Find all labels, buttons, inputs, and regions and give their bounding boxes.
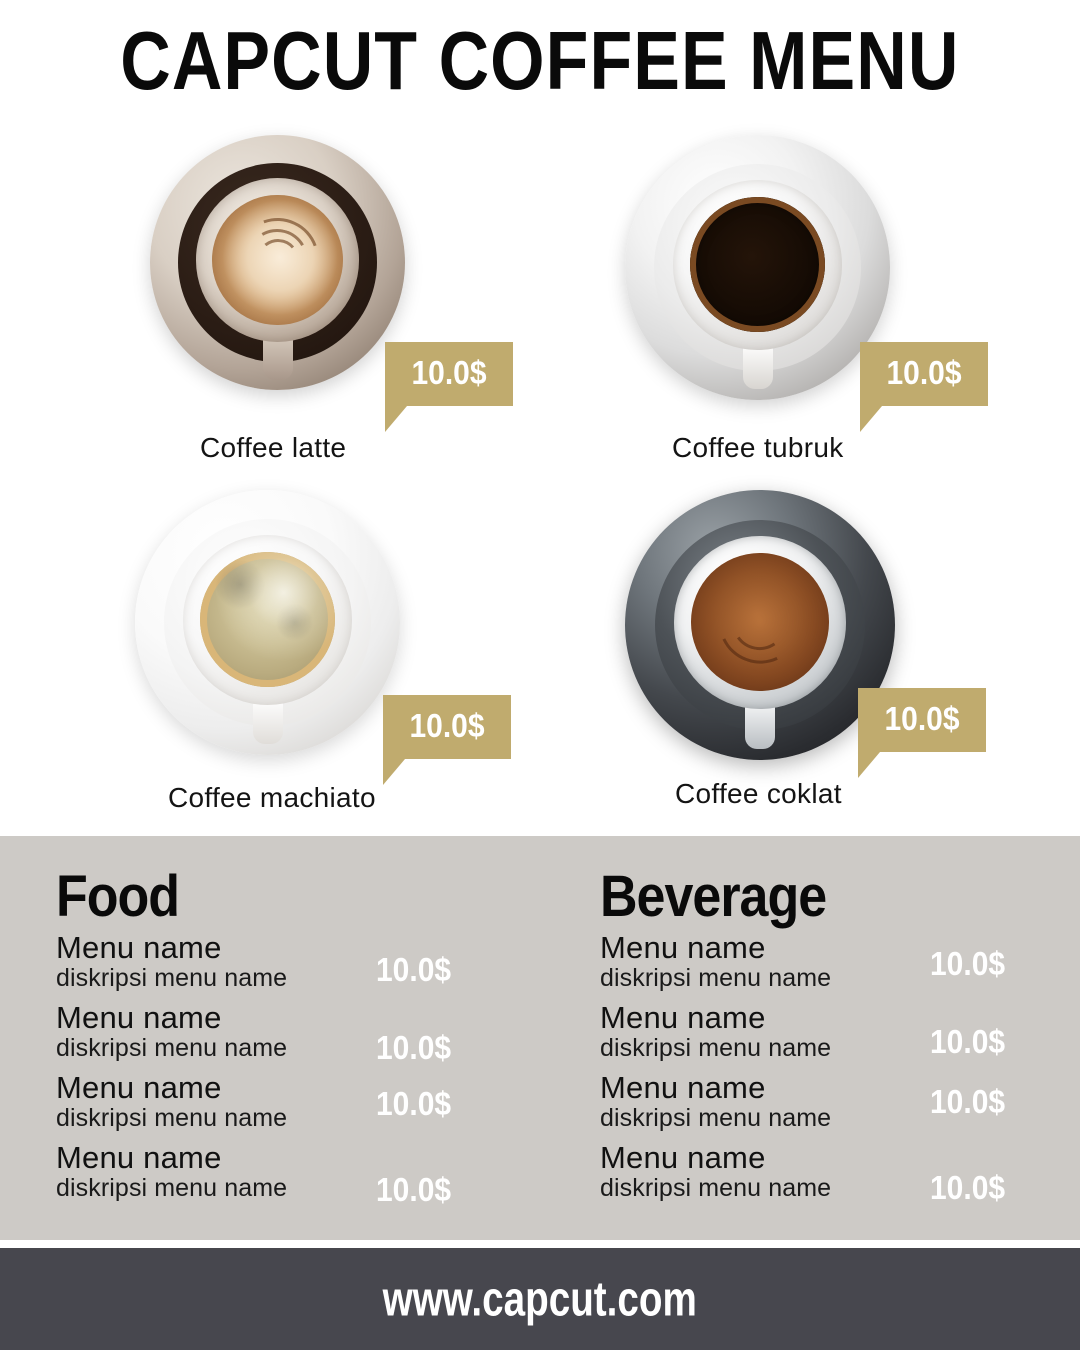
latte-art-icon: [212, 195, 342, 325]
foam-shape: [691, 553, 829, 692]
coffee-items-grid: 10.0$ Coffee latte 10.0$ Coffee tubruk: [0, 120, 1080, 836]
section-title-beverage: Beverage: [600, 864, 827, 930]
menu-row-price: 10.0$: [376, 1086, 452, 1123]
menu-row[interactable]: Menu name diskripsi menu name 10.0$: [600, 1070, 1070, 1142]
coffee-item-label: Coffee machiato: [168, 782, 376, 813]
menu-row-name: Menu name: [56, 1070, 222, 1105]
menu-row-desc: diskripsi menu name: [56, 1033, 288, 1062]
cup-handle-shape: [742, 343, 773, 390]
menu-row-price: 10.0$: [376, 1030, 452, 1067]
menu-row-desc: diskripsi menu name: [56, 1173, 288, 1202]
coffee-card-latte[interactable]: 10.0$ Coffee latte: [130, 135, 550, 480]
coffee-cup-chocolate-icon: [625, 490, 895, 760]
poster-header: CAPCUT COFFEE MENU: [0, 0, 1080, 120]
menu-row-price: 10.0$: [376, 1172, 452, 1209]
menu-row-price: 10.0$: [930, 946, 1006, 983]
menu-row-text: Menu name diskripsi menu name: [56, 930, 288, 992]
footer-bar: www.capcut.com: [0, 1248, 1080, 1350]
menu-section-food: Food Menu name diskripsi menu name 10.0$…: [56, 868, 526, 1212]
menu-row-text: Menu name diskripsi menu name: [600, 1070, 832, 1132]
menu-row-desc: diskripsi menu name: [600, 1173, 832, 1202]
menu-row-text: Menu name diskripsi menu name: [56, 1070, 288, 1132]
menu-row-name: Menu name: [600, 930, 766, 965]
coffee-item-label: Coffee tubruk: [672, 432, 844, 463]
menu-row-price: 10.0$: [376, 952, 452, 989]
menu-row-name: Menu name: [600, 1140, 766, 1175]
price-badge: 10.0$: [383, 695, 511, 785]
menu-row-text: Menu name diskripsi menu name: [56, 1140, 288, 1202]
menu-row-price: 10.0$: [930, 1170, 1006, 1207]
coffee-cup-machiato-icon: [135, 490, 400, 755]
menu-row-text: Menu name diskripsi menu name: [600, 1140, 832, 1202]
menu-row-desc: diskripsi menu name: [600, 1033, 832, 1062]
price-badge-text: 10.0$: [884, 700, 960, 738]
section-title-food: Food: [56, 864, 180, 930]
foam-shape: [212, 194, 343, 325]
menu-row-desc: diskripsi menu name: [56, 1103, 288, 1132]
menu-columns: Food Menu name diskripsi menu name 10.0$…: [0, 836, 1080, 1240]
price-badge: 10.0$: [858, 688, 986, 778]
price-badge-text: 10.0$: [886, 354, 962, 392]
menu-row[interactable]: Menu name diskripsi menu name 10.0$: [56, 1000, 526, 1072]
foam-shape: [199, 552, 336, 688]
coffee-liquid-shape: [691, 553, 829, 692]
menu-row[interactable]: Menu name diskripsi menu name 10.0$: [600, 1140, 1070, 1212]
menu-row-text: Menu name diskripsi menu name: [600, 930, 832, 992]
menu-row-name: Menu name: [600, 1070, 766, 1105]
menu-row-desc: diskripsi menu name: [600, 1103, 832, 1132]
page-title: CAPCUT COFFEE MENU: [120, 13, 960, 107]
menu-row[interactable]: Menu name diskripsi menu name 10.0$: [56, 1140, 526, 1212]
coffee-card-tubruk[interactable]: 10.0$ Coffee tubruk: [610, 135, 1030, 480]
footer-website[interactable]: www.capcut.com: [382, 1270, 698, 1327]
menu-panel: Food Menu name diskripsi menu name 10.0$…: [0, 836, 1080, 1240]
menu-row-price: 10.0$: [930, 1084, 1006, 1121]
coffee-cup-black-icon: [625, 135, 890, 400]
cup-handle-shape: [252, 698, 283, 745]
coffee-card-machiato[interactable]: 10.0$ Coffee machiato: [120, 490, 540, 835]
coffee-liquid-shape: [689, 197, 826, 333]
price-badge: 10.0$: [860, 342, 988, 432]
menu-row-text: Menu name diskripsi menu name: [600, 1000, 832, 1062]
menu-row-desc: diskripsi menu name: [56, 963, 288, 992]
menu-row[interactable]: Menu name diskripsi menu name 10.0$: [56, 930, 526, 1002]
price-badge: 10.0$: [385, 342, 513, 432]
menu-row[interactable]: Menu name diskripsi menu name 10.0$: [56, 1070, 526, 1142]
menu-row[interactable]: Menu name diskripsi menu name 10.0$: [600, 930, 1070, 1002]
price-badge-text: 10.0$: [411, 354, 487, 392]
coffee-liquid-shape: [212, 194, 343, 325]
menu-section-beverage: Beverage Menu name diskripsi menu name 1…: [600, 868, 1070, 1212]
coffee-liquid-shape: [199, 552, 336, 688]
coffee-card-coklat[interactable]: 10.0$ Coffee coklat: [605, 490, 1025, 835]
menu-row-name: Menu name: [56, 930, 222, 965]
menu-row-desc: diskripsi menu name: [600, 963, 832, 992]
menu-row-name: Menu name: [600, 1000, 766, 1035]
cocoa-art-icon: [691, 553, 829, 691]
coffee-cup-latte-icon: [150, 135, 405, 390]
menu-row-price: 10.0$: [930, 1024, 1006, 1061]
price-badge-text: 10.0$: [409, 707, 485, 745]
menu-row-text: Menu name diskripsi menu name: [56, 1000, 288, 1062]
menu-row-name: Menu name: [56, 1000, 222, 1035]
menu-row-name: Menu name: [56, 1140, 222, 1175]
coffee-item-label: Coffee coklat: [675, 778, 842, 809]
coffee-item-label: Coffee latte: [200, 432, 347, 463]
menu-row[interactable]: Menu name diskripsi menu name 10.0$: [600, 1000, 1070, 1072]
cup-handle-shape: [745, 703, 775, 750]
